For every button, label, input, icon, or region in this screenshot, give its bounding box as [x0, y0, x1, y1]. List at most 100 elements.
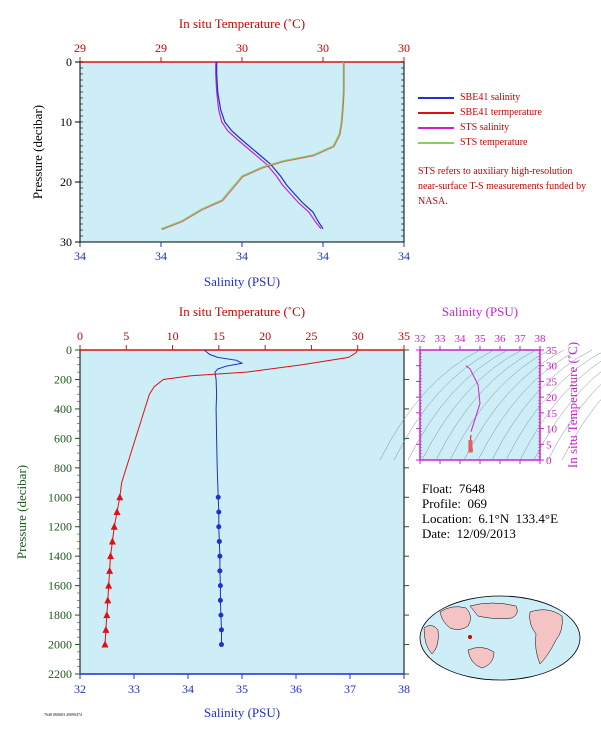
temperature-bottle-marker [116, 493, 124, 501]
legend-label: SBE41 termperature [460, 107, 542, 118]
legend-swatch [418, 96, 454, 99]
ts-right-tick-label: 10 [546, 424, 558, 436]
y-tick-label: 10 [60, 115, 72, 129]
world-map [419, 595, 581, 681]
legend-item-sts-temperature: STS temperature [418, 135, 542, 150]
full-depth-y-axis-label: Pressure (decibar) [14, 465, 29, 559]
ts-top-tick-label: 38 [535, 333, 547, 345]
near-surface-y-axis-label: Pressure (decibar) [30, 105, 45, 199]
ts-top-axis-label: Salinity (PSU) [442, 304, 518, 319]
salinity-bottle-marker [216, 524, 222, 530]
map-landmass-asia [439, 606, 471, 630]
bottom-tick-label: 32 [74, 682, 86, 696]
salinity-bottle-marker [218, 612, 224, 618]
ts-top-tick-label: 34 [455, 333, 467, 345]
y-tick-label: 20 [60, 175, 72, 189]
bottom-tick-label: 38 [398, 682, 410, 696]
top-tick-label: 5 [123, 329, 129, 343]
ts-isopycnal [421, 349, 523, 461]
salinity-bottle-marker [216, 538, 222, 544]
legend-item-sbe41-temperature: SBE41 termperature [418, 105, 542, 120]
map-landmass-africa [423, 625, 439, 655]
location: Location: 6.1°N 133.4°E [422, 511, 559, 526]
y-tick-label: 0 [66, 55, 72, 69]
ts-top-tick-label: 35 [475, 333, 487, 345]
ts-right-axis-label: In situ Temperature (˚C) [565, 342, 580, 468]
near-surface-top-axis-label: In situ Temperature (˚C) [179, 16, 305, 31]
ts-isopycnal [449, 349, 551, 461]
y-tick-label: 1600 [48, 579, 72, 593]
ts-isopycnal [491, 349, 593, 461]
top-tick-label: 29 [155, 41, 167, 55]
ts-right-tick-label: 35 [546, 345, 558, 357]
full-depth-bottom-ticks: 32 33 34 35 36 37 38 [74, 674, 410, 696]
ts-isopycnal [561, 399, 601, 461]
temperature-bottle-marker [102, 625, 110, 633]
y-tick-label: 1400 [48, 549, 72, 563]
legend-swatch [418, 111, 454, 114]
top-tick-label: 35 [398, 329, 410, 343]
top-tick-label: 25 [305, 329, 317, 343]
footer-code: 7648 060603 20090474 [44, 712, 82, 717]
near-surface-legend: SBE41 salinity SBE41 termperature STS sa… [418, 90, 542, 150]
full-depth-bottom-axis-label: Salinity (PSU) [204, 705, 280, 720]
bottom-tick-label: 34 [74, 249, 86, 263]
ts-top-tick-label: 36 [495, 333, 507, 345]
top-tick-label: 0 [77, 329, 83, 343]
full-depth-panel: In situ Temperature (˚C) 0 5 10 15 20 25 30 35 … [14, 304, 410, 720]
top-tick-label: 30 [317, 41, 329, 55]
series-line-sbe41-temperature [161, 62, 345, 231]
map-float-location-marker [468, 635, 472, 639]
full-depth-series [101, 349, 359, 648]
ts-right-tick-label: 30 [546, 361, 558, 373]
map-landmass-australia [467, 647, 495, 669]
ts-inset-panel: Salinity (PSU) 32 33 34 35 36 37 38 35 30 25 20 15… [379, 304, 601, 468]
ts-top-tick-label: 37 [515, 333, 527, 345]
map-landmass-north [469, 602, 518, 619]
salinity-bottle-marker [215, 494, 221, 500]
ts-isopycnal [533, 371, 601, 461]
y-tick-label: 2000 [48, 638, 72, 652]
date: Date: 12/09/2013 [422, 526, 516, 541]
top-tick-label: 10 [167, 329, 179, 343]
bottom-tick-label: 34 [398, 249, 410, 263]
ts-top-ticks: 32 33 34 35 36 37 38 [415, 333, 547, 464]
bottom-tick-label: 34 [155, 249, 167, 263]
ts-density-contours [379, 349, 601, 461]
ts-isopycnal [505, 352, 601, 461]
salinity-bottle-marker [217, 597, 223, 603]
bottom-tick-label: 34 [236, 249, 248, 263]
profile-number: Profile: 069 [422, 496, 487, 511]
temperature-bottle-marker [108, 537, 116, 545]
temperature-bottle-marker [107, 552, 115, 560]
ts-right-tick-label: 25 [546, 376, 558, 388]
temperature-bottle-marker [110, 522, 118, 530]
full-depth-y-ticks: 0 200 400 600 800 1000 1200 1400 1600 1800 2000 220… [48, 343, 409, 681]
legend-item-sbe41-salinity: SBE41 salinity [418, 90, 542, 105]
bottom-tick-label: 34 [182, 682, 194, 696]
ts-isopycnal [463, 349, 565, 461]
near-surface-series [160, 62, 345, 231]
temperature-bottle-marker [113, 508, 121, 515]
ts-isopycnal [547, 383, 601, 461]
y-tick-label: 600 [54, 431, 72, 445]
ts-isopycnal [407, 349, 509, 461]
ts-isopycnal [519, 360, 601, 461]
top-tick-label: 30 [236, 41, 248, 55]
near-surface-y-ticks: 0 10 20 30 [60, 55, 404, 249]
top-tick-label: 20 [259, 329, 271, 343]
near-surface-panel: In situ Temperature (˚C) 29 29 30 30 30 34 34… [30, 16, 410, 289]
y-tick-label: 800 [54, 461, 72, 475]
ts-right-ticks: 35 30 25 20 15 10 5 0 [416, 345, 558, 467]
near-surface-top-ticks: 29 29 30 30 30 [74, 41, 410, 62]
ts-series [465, 365, 481, 453]
near-surface-bottom-ticks: 34 34 34 34 34 [74, 242, 410, 263]
y-tick-label: 1200 [48, 520, 72, 534]
ts-top-tick-label: 32 [415, 333, 426, 345]
top-tick-label: 30 [352, 329, 364, 343]
bottom-tick-label: 33 [128, 682, 140, 696]
full-depth-top-axis-label: In situ Temperature (˚C) [179, 304, 305, 319]
temperature-profile-line [119, 349, 359, 498]
ts-isopycnal [379, 349, 481, 461]
